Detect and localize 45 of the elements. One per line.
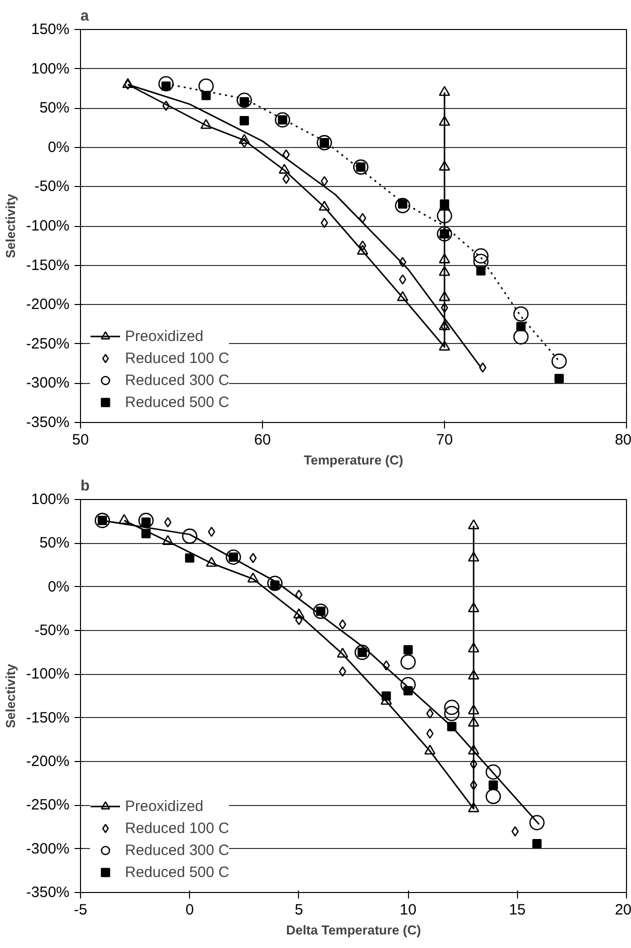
- y-tick-label: -100%: [26, 666, 70, 683]
- y-tick-label: 0%: [48, 138, 70, 156]
- y-tick-label: -250%: [26, 335, 70, 352]
- x-tick-label: 15: [508, 902, 526, 918]
- y-tick-label: 100%: [31, 60, 70, 78]
- x-tick-label: 80: [614, 432, 631, 448]
- y-tick-label: -100%: [26, 218, 70, 234]
- x-tick-label: 70: [436, 432, 453, 448]
- legend-label: Reduced 300 C: [125, 842, 230, 858]
- legend-label: Reduced 500 C: [125, 394, 230, 410]
- legend-label: Reduced 500 C: [125, 864, 230, 880]
- y-tick-label: 50%: [39, 534, 70, 552]
- chart-title: a: [80, 8, 90, 24]
- x-tick-label: 20: [614, 902, 631, 918]
- y-tick-label: 50%: [39, 100, 70, 117]
- y-tick-label: -250%: [26, 796, 70, 814]
- y-axis-title: Selectivity: [3, 663, 18, 728]
- x-tick-label: 50: [72, 432, 89, 448]
- x-tick-label: 0: [186, 902, 194, 918]
- y-tick-label: -150%: [26, 709, 70, 726]
- y-tick-label: -200%: [26, 753, 70, 770]
- y-tick-label: -350%: [26, 414, 70, 431]
- x-tick-label: -5: [74, 902, 88, 918]
- y-axis-title: Selectivity: [3, 193, 18, 258]
- y-tick-label: -350%: [26, 884, 70, 901]
- y-tick-label: -200%: [26, 296, 70, 314]
- x-tick-label: 60: [254, 432, 271, 448]
- x-axis-title: Delta Temperature (C): [286, 922, 421, 938]
- x-tick-label: 10: [400, 902, 416, 918]
- x-axis-title: Temperature (C): [304, 452, 404, 468]
- x-tick-label: 5: [294, 902, 304, 918]
- legend-label: Preoxidized: [125, 798, 204, 814]
- y-tick-label: 100%: [31, 491, 70, 508]
- y-tick-label: -50%: [34, 622, 70, 639]
- chart-title: b: [80, 478, 90, 494]
- legend-label: Preoxidized: [125, 328, 204, 344]
- y-tick-label: -300%: [26, 374, 70, 392]
- y-tick-label: 0%: [48, 578, 70, 596]
- legend-label: Reduced 300 C: [125, 372, 230, 388]
- y-tick-label: -150%: [26, 256, 70, 274]
- legend-label: Reduced 100 C: [125, 350, 230, 366]
- legend-label: Reduced 100 C: [125, 820, 230, 836]
- y-tick-label: -50%: [34, 178, 70, 196]
- y-tick-label: 150%: [31, 21, 70, 38]
- y-tick-label: -300%: [26, 840, 70, 858]
